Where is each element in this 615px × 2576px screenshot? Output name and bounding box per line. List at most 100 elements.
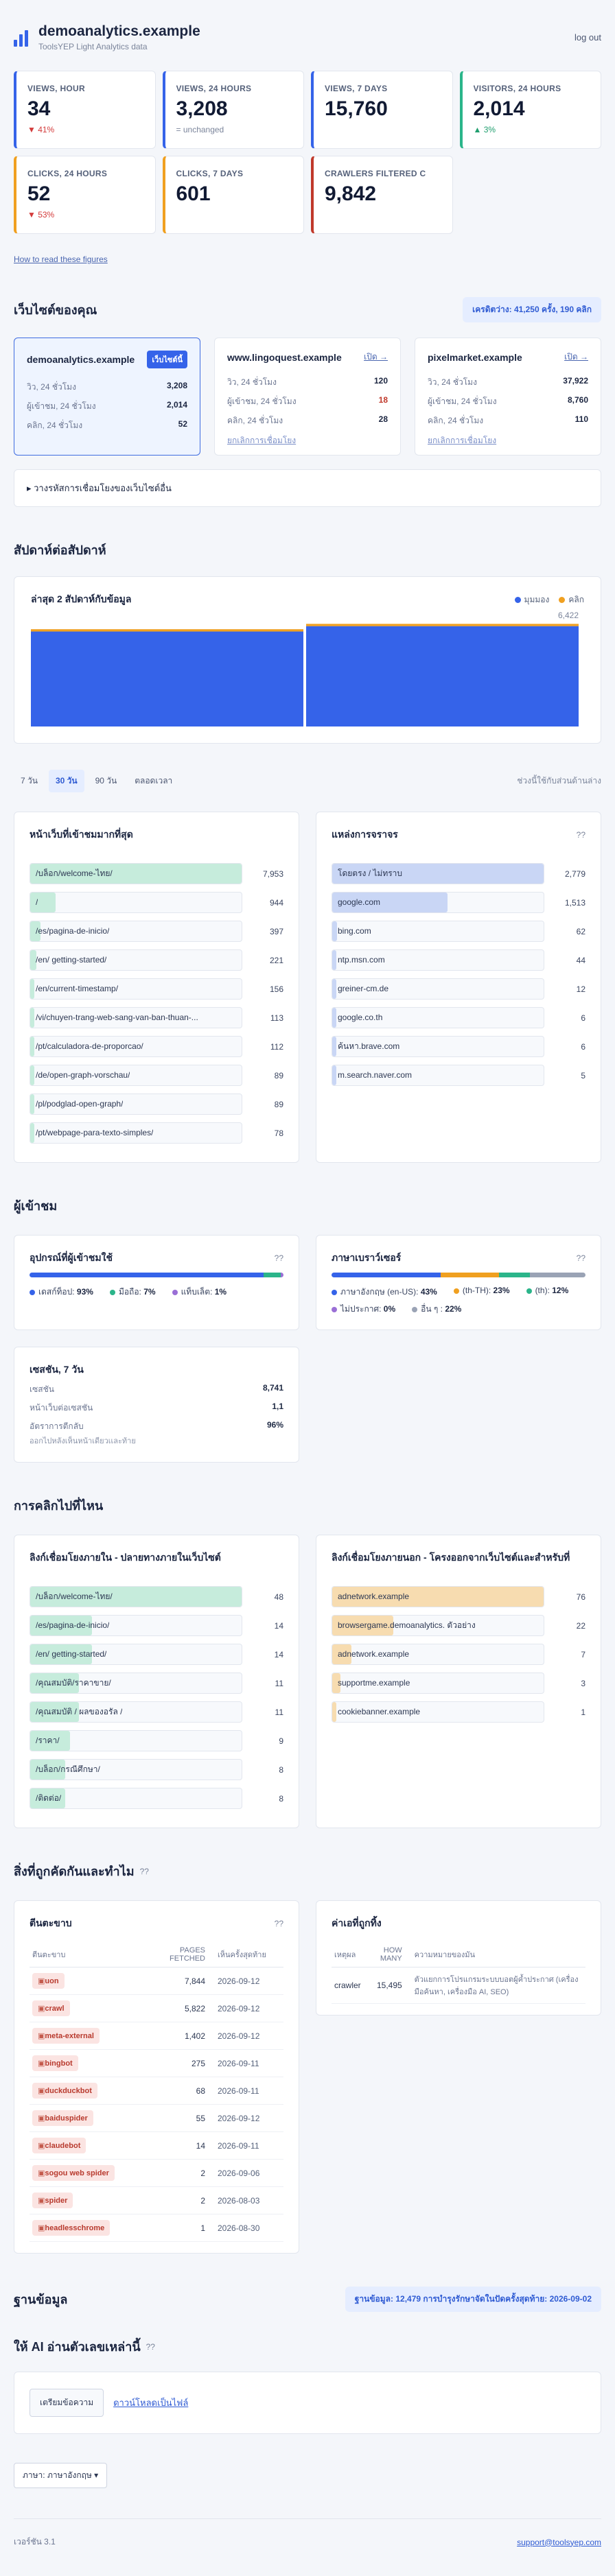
logout-link[interactable]: log out	[574, 32, 601, 43]
site-stat-value: 110	[575, 414, 588, 424]
bar-fill	[30, 893, 56, 912]
list-item-label[interactable]: m.search.naver.com	[338, 1070, 413, 1080]
list-item-value: 89	[274, 1070, 283, 1080]
legend-item: ไม่ประกาศ: 0%	[332, 1303, 395, 1316]
sites-section-title: เว็บไซต์ของคุณ	[14, 303, 97, 317]
list-item-label[interactable]: /บล็อก/กรณีศึกษา/	[36, 1764, 100, 1774]
list-item-label[interactable]: adnetwork.example	[338, 1649, 410, 1659]
list-item-label[interactable]: /ติดต่อ/	[36, 1793, 62, 1803]
range-tab-7d[interactable]: 7 วัน	[21, 776, 38, 785]
how-to-read-link[interactable]: How to read these figures	[14, 255, 108, 264]
bot-name-chip: sogou web spider	[32, 2165, 115, 2181]
list-item-label[interactable]: /pt/webpage-para-texto-simples/	[36, 1128, 154, 1137]
list-item-label[interactable]: google.com	[338, 897, 381, 907]
legend-value: 1%	[214, 1287, 227, 1297]
list-item: browsergame.demoanalytics. ตัวอย่าง 22	[332, 1615, 585, 1636]
kpi-delta: ▼ 41%	[27, 125, 55, 134]
list-item-label[interactable]: browsergame.demoanalytics. ตัวอย่าง	[338, 1620, 476, 1630]
help-icon[interactable]: ??	[274, 1253, 283, 1263]
open-site-link[interactable]: เปิด →	[364, 352, 388, 362]
range-tab-30d[interactable]: 30 วัน	[48, 770, 84, 792]
top-pages-title: หน้าเว็บที่เข้าชมมากที่สุด	[30, 829, 133, 840]
list-item-label[interactable]: adnetwork.example	[338, 1592, 410, 1601]
bar-fill	[30, 864, 242, 884]
list-item-value: 6	[581, 1041, 585, 1052]
list-item-label[interactable]: /pt/calculadora-de-proporcao/	[36, 1041, 143, 1051]
languages-legend: ภาษาอังกฤษ (en-US): 43% (th-TH): 23% (th):…	[332, 1286, 585, 1316]
bar-track: /บล็อก/กรณีศึกษา/	[30, 1759, 242, 1780]
open-site-link[interactable]: เปิด →	[564, 352, 588, 362]
languages-card: ภาษาเบราว์เซอร์ ?? ภาษาอังกฤษ (en-US): 4…	[316, 1235, 601, 1330]
site-stat-value: 2,014	[166, 400, 187, 410]
list-item-label[interactable]: /pl/podglad-open-graph/	[36, 1099, 124, 1109]
list-item-label[interactable]: /en/current-timestamp/	[36, 984, 119, 993]
legend-item: แท็บเล็ต: 1%	[172, 1286, 227, 1299]
kpi-value: 34	[27, 97, 51, 120]
bar-track: /es/pagina-de-inicio/	[30, 921, 242, 942]
unlink-site-link[interactable]: ยกเลิกการเชื่อมโยง	[227, 436, 297, 445]
bot-last-seen: 2026-09-12	[208, 1967, 283, 1995]
session-stat-value: 8,741	[262, 1383, 283, 1393]
views-bar	[306, 626, 579, 726]
kpi-label: CRAWLERS FILTERED C	[325, 169, 426, 178]
list-item-label[interactable]: /บล็อก/welcome-ไทย/	[36, 1592, 113, 1601]
stack-segment	[499, 1273, 530, 1277]
col-header: HOW MANY	[363, 1942, 405, 1968]
legend-dot-icon	[172, 1289, 178, 1295]
prepare-text-button[interactable]: เตรียมข้อความ	[30, 2389, 104, 2417]
list-item: /de/open-graph-vorschau/89	[30, 1065, 283, 1086]
list-item-label[interactable]: โดยตรง / ไม่ทราบ	[338, 868, 403, 878]
list-item-label[interactable]: google.co.th	[338, 1013, 383, 1022]
list-item-label[interactable]: /	[36, 897, 38, 907]
list-item-label[interactable]: /คุณสมบัติ / ผลของอรัล /	[36, 1707, 123, 1716]
list-item: ntp.msn.com 44	[332, 949, 585, 971]
list-item-label[interactable]: /vi/chuyen-trang-web-sang-van-ban-thuan-…	[36, 1013, 198, 1022]
kpi-grid-row2: CLICKS, 24 HOURS 52 ▼ 53% CLICKS, 7 DAYS…	[14, 156, 601, 234]
bar-fill	[332, 1037, 337, 1056]
list-item-label[interactable]: greiner-cm.de	[338, 984, 389, 993]
help-icon[interactable]: ??	[274, 1919, 283, 1928]
kpi-label: VISITORS, 24 HOURS	[473, 84, 561, 93]
list-item-label[interactable]: /ราคา/	[36, 1736, 60, 1745]
list-item: /es/pagina-de-inicio/14	[30, 1615, 283, 1636]
list-item-label[interactable]: cookiebanner.example	[338, 1707, 421, 1716]
download-file-link[interactable]: ดาวน์โหลดเป็นไฟล์	[113, 2398, 189, 2408]
legend-dot-icon	[453, 1288, 459, 1294]
help-icon[interactable]: ??	[576, 1253, 585, 1263]
site-name: demoanalytics.example	[27, 354, 135, 365]
list-item-label[interactable]: /en/ getting-started/	[36, 1649, 107, 1659]
ai-section-head: ให้ AI อ่านตัวเลขเหล่านี้??	[14, 2337, 601, 2356]
list-item-label[interactable]: supportme.example	[338, 1678, 410, 1688]
connect-other-site-toggle[interactable]: ▸ วางรหัสการเชื่อมโยงของเว็บไซต์อื่น	[14, 469, 601, 507]
bots-title-text: สิ่งที่ถูกคัดกันและทำไม	[14, 1865, 135, 1878]
bot-pages-fetched: 2	[160, 2186, 208, 2214]
support-email-link[interactable]: support@toolsyep.com	[517, 2537, 601, 2547]
crawlers-card: ตีนตะขาบ ?? ตีนตะขาบ PAGES FETCHED เห็นค…	[14, 1900, 299, 2254]
list-item: ค้นหา.brave.com 6	[332, 1036, 585, 1057]
unlink-site-link[interactable]: ยกเลิกการเชื่อมโยง	[428, 436, 497, 445]
list-item-label[interactable]: /es/pagina-de-inicio/	[36, 926, 110, 936]
list-item: /en/ getting-started/14	[30, 1644, 283, 1665]
bot-pages-fetched: 14	[160, 2131, 208, 2160]
list-item-value: 5	[581, 1070, 585, 1080]
list-item-label[interactable]: ntp.msn.com	[338, 955, 385, 965]
list-item-label[interactable]: ค้นหา.brave.com	[338, 1041, 400, 1051]
list-item-label[interactable]: /บล็อก/welcome-ไทย/	[36, 868, 113, 878]
range-tab-90d[interactable]: 90 วัน	[95, 776, 117, 785]
bar-fill	[30, 1065, 35, 1085]
bar-track: /บล็อก/welcome-ไทย/	[30, 863, 242, 884]
list-item-label[interactable]: /en/ getting-started/	[36, 955, 107, 965]
help-icon[interactable]: ??	[146, 2341, 155, 2352]
list-item-label[interactable]: /es/pagina-de-inicio/	[36, 1620, 110, 1630]
list-item-label[interactable]: bing.com	[338, 926, 371, 936]
list-item-label[interactable]: /de/open-graph-vorschau/	[36, 1070, 130, 1080]
help-icon[interactable]: ??	[576, 830, 585, 840]
help-icon[interactable]: ??	[139, 1866, 149, 1876]
language-select[interactable]: ภาษา: ภาษาอังกฤษ ▾	[14, 2463, 108, 2488]
list-item-label[interactable]: /คุณสมบัติ/ราคาขาย/	[36, 1678, 111, 1688]
sites-grid: demoanalytics.example เว็บไซต์นี้ วิว, 2…	[14, 338, 601, 456]
range-tab-all[interactable]: ตลอดเวลา	[135, 776, 173, 785]
site-card-demoanalytics[interactable]: demoanalytics.example เว็บไซต์นี้ วิว, 2…	[14, 338, 200, 456]
